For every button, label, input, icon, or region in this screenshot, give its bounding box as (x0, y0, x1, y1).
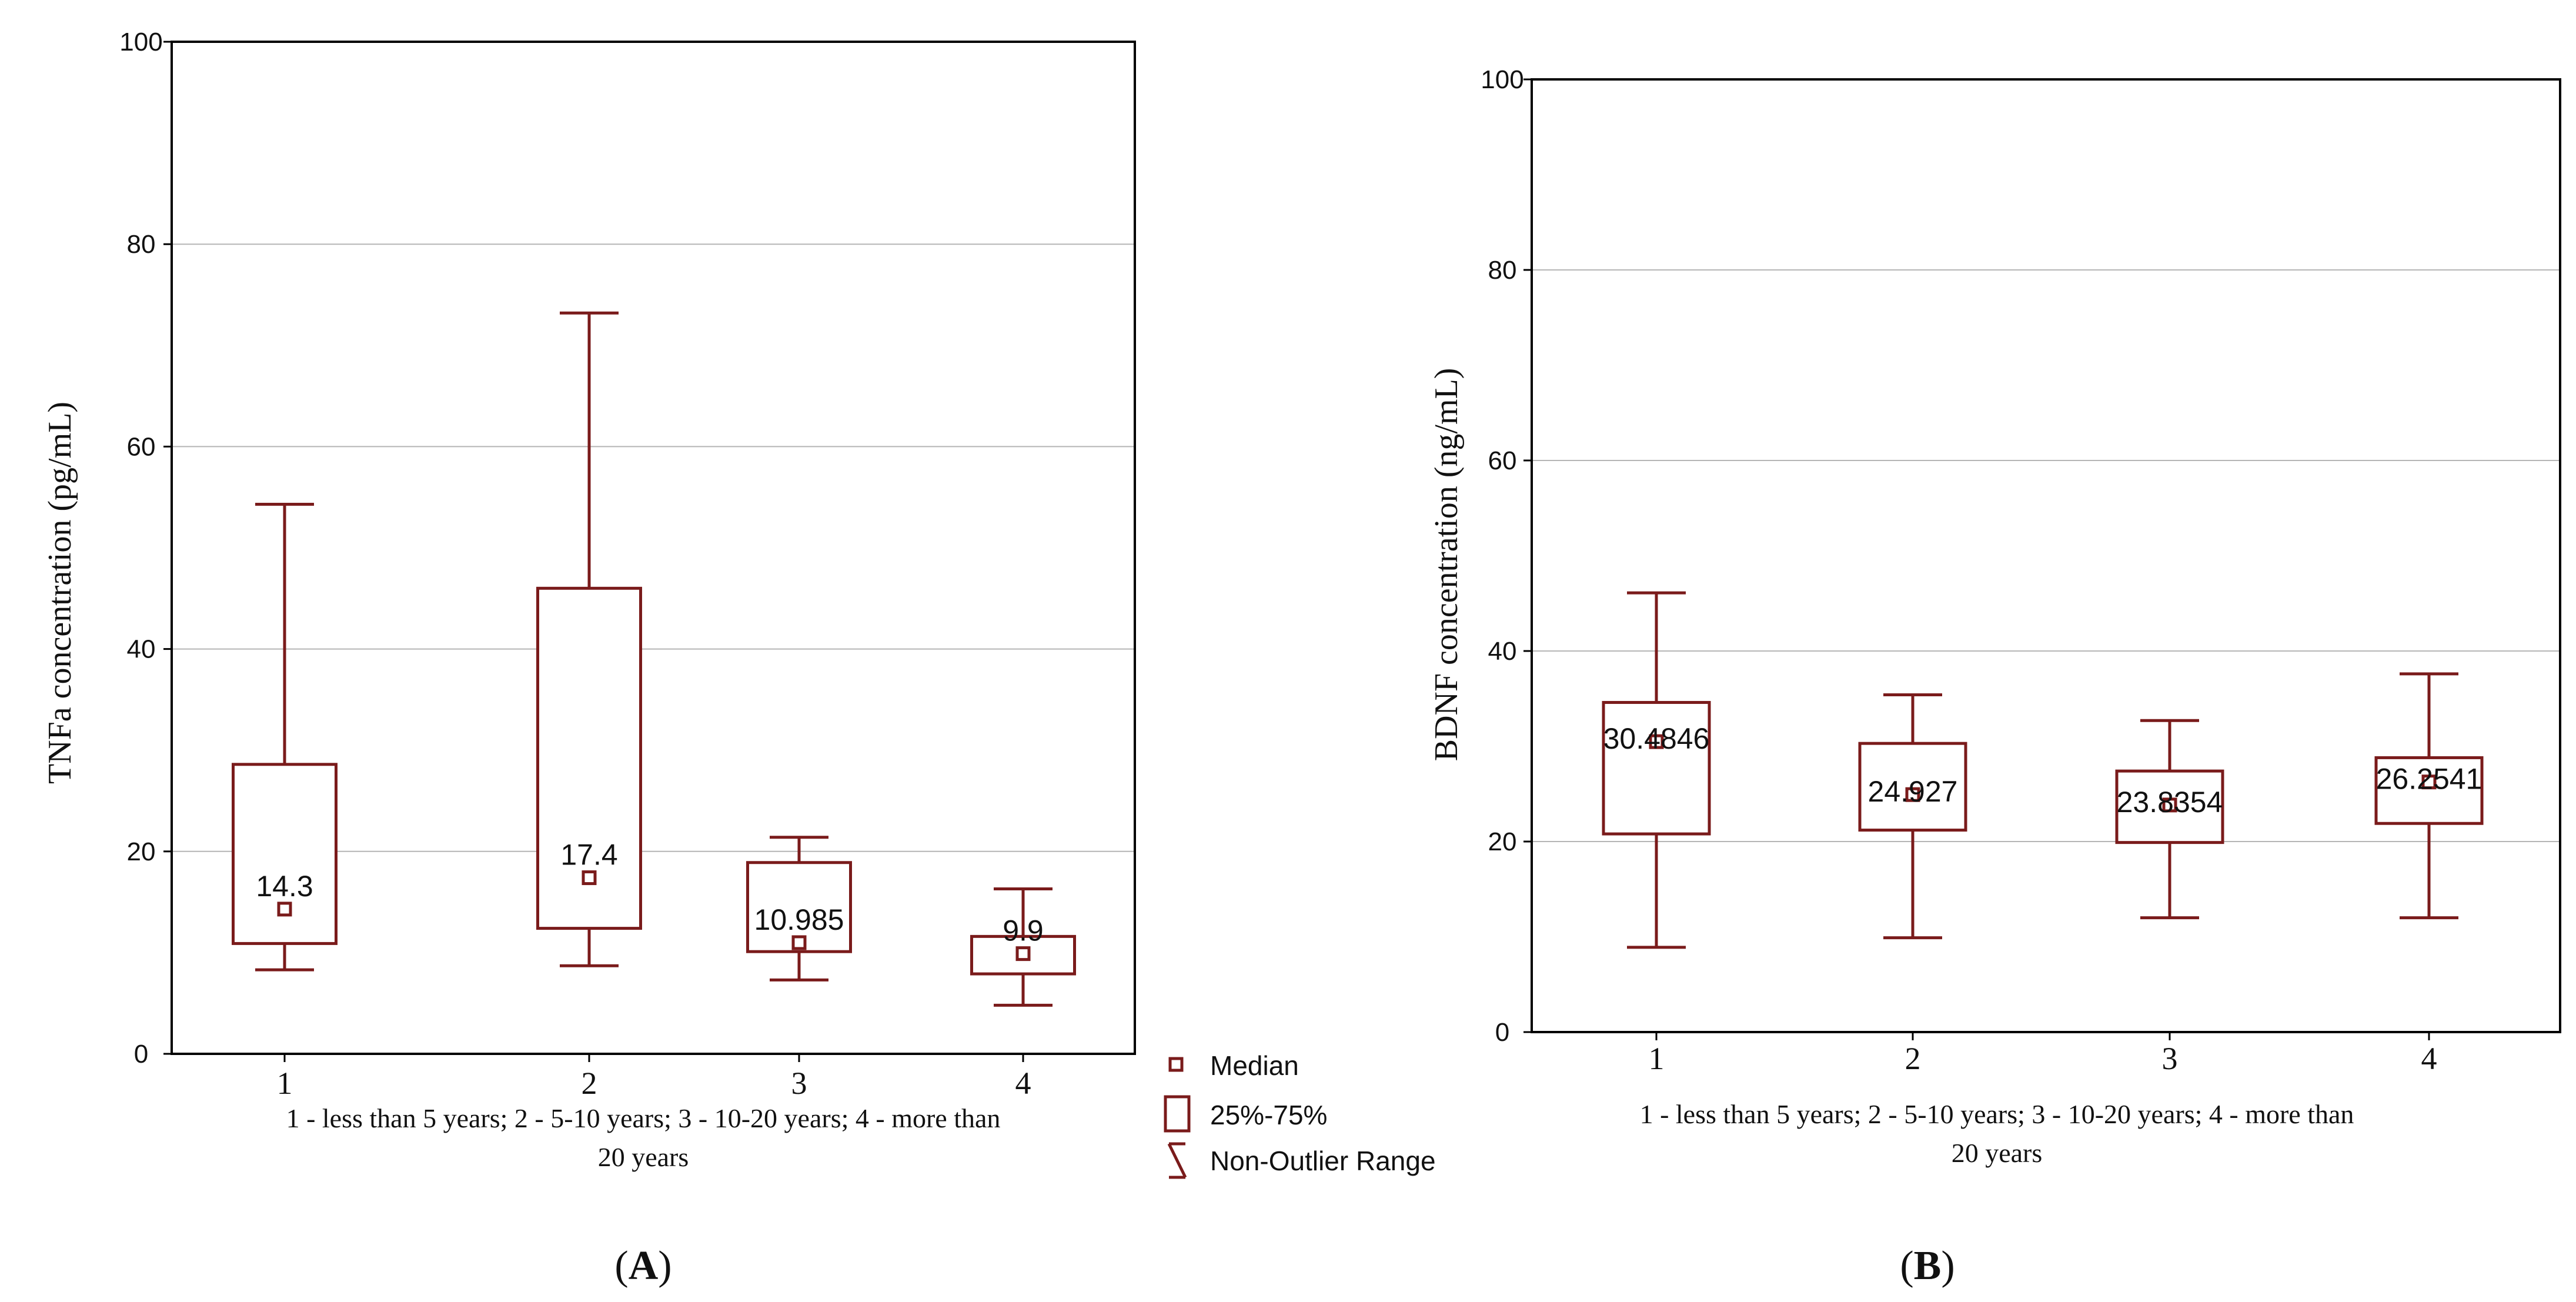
median-data-label: 26.2541 (2376, 763, 2483, 796)
median-data-label: 24.927 (1868, 775, 1958, 808)
box-iqr (970, 934, 1076, 976)
median-marker (1905, 787, 1920, 802)
median-data-label: 17.4 (560, 839, 617, 872)
x-axis-caption-line2: 20 years (1952, 1138, 2043, 1168)
median-data-label: 30.4846 (1603, 722, 1710, 755)
median-data-label: 10.985 (754, 903, 844, 936)
panel-a: TNFa concentration (pg/mL) 1 - less than… (42, 28, 1136, 1288)
median-data-label: 9.9 (1003, 914, 1044, 947)
x-tick-label: 4 (2421, 1041, 2437, 1076)
median-marker (2421, 774, 2437, 790)
legend: Median 25%-75% Non-Outlier Range (1164, 1050, 1436, 1179)
panel-label: (A) (614, 1243, 671, 1288)
y-tick-label: 0 (1495, 1018, 1509, 1047)
median-data-label: 14.3 (256, 870, 313, 903)
median-data-label: 23.8354 (2117, 786, 2223, 819)
x-axis-caption-line2: 20 years (598, 1142, 689, 1172)
box-iqr (1858, 742, 1967, 832)
legend-median-label: Median (1210, 1050, 1299, 1081)
legend-range-marker (1167, 1143, 1187, 1179)
x-tick-label: 3 (2162, 1041, 2178, 1076)
y-axis-title: TNFa concentration (pg/mL) (42, 402, 78, 784)
y-tick-label: 20 (1488, 827, 1517, 856)
x-tick-label: 2 (582, 1066, 597, 1101)
plot-frame (1531, 78, 2561, 1033)
y-tick-label: 80 (1488, 256, 1517, 285)
median-marker (277, 902, 292, 917)
median-marker (1015, 946, 1031, 962)
y-tick-label: 60 (1488, 446, 1517, 475)
x-tick-label: 2 (1905, 1041, 1921, 1076)
x-axis-caption-line1: 1 - less than 5 years; 2 - 5-10 years; 3… (286, 1103, 1001, 1133)
box-iqr (2374, 756, 2484, 825)
y-tick-label: 40 (1488, 637, 1517, 666)
median-marker (791, 935, 807, 950)
x-tick-label: 4 (1015, 1066, 1031, 1101)
x-tick-label: 1 (1649, 1041, 1665, 1076)
legend-range-label: Non-Outlier Range (1210, 1146, 1436, 1176)
y-tick-label: 100 (1481, 65, 1523, 94)
legend-median-marker (1168, 1057, 1184, 1072)
box-iqr (232, 763, 338, 945)
y-tick-label: 0 (134, 1040, 148, 1069)
legend-box-marker (1164, 1095, 1191, 1133)
plot-frame (171, 41, 1136, 1055)
median-marker (582, 870, 597, 886)
x-tick-label: 3 (791, 1066, 807, 1101)
legend-box-label: 25%-75% (1210, 1100, 1327, 1130)
x-tick-label: 1 (277, 1066, 293, 1101)
box-iqr (1602, 700, 1711, 836)
panel-b: BDNF concentration (ng/mL) 1 - less than… (1428, 65, 2561, 1288)
y-tick-label: 80 (127, 230, 156, 259)
x-axis-caption-line1: 1 - less than 5 years; 2 - 5-10 years; 3… (1640, 1099, 2354, 1129)
panel-label: (B) (1900, 1243, 1954, 1288)
y-tick-label: 100 (119, 28, 162, 56)
box-iqr (2115, 769, 2224, 844)
y-axis-title: BDNF concentration (ng/mL) (1428, 368, 1465, 762)
y-tick-label: 20 (127, 837, 156, 866)
median-marker (2162, 797, 2177, 813)
y-tick-label: 60 (127, 432, 156, 461)
y-tick-label: 40 (127, 635, 156, 664)
median-marker (1649, 734, 1664, 749)
